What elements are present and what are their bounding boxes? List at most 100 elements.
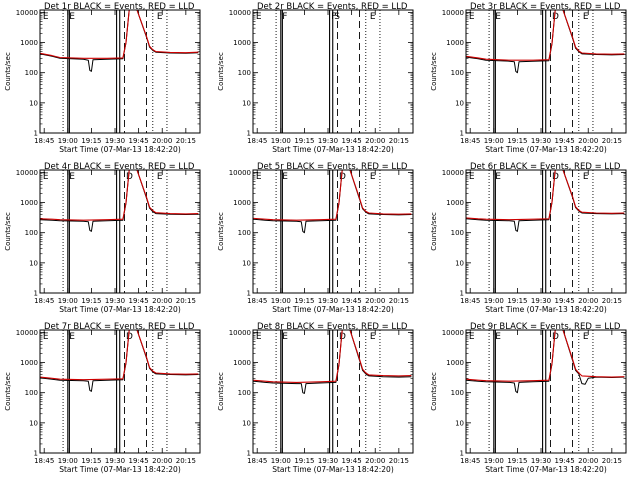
x-tick-label: 19:15 [81, 457, 101, 465]
y-tick-label: 1 [34, 130, 38, 138]
x-tick-label: 20:15 [602, 137, 622, 145]
detector-panel-3: Det 3r BLACK = Events, RED = LLD Counts/s… [430, 2, 627, 154]
y-axis-label: Counts/sec [217, 372, 225, 411]
plot-frame [252, 169, 414, 294]
x-tick-label: 19:15 [507, 137, 527, 145]
x-tick-label: 20:00 [578, 137, 598, 145]
y-tick-label: 1 [460, 290, 464, 298]
x-tick-label: 19:00 [58, 457, 78, 465]
x-tick-label: 19:30 [318, 297, 338, 305]
y-tick-label: 1000 [20, 39, 38, 47]
x-tick-label: 18:45 [460, 137, 480, 145]
x-tick-label: 20:00 [152, 297, 172, 305]
y-tick-label: 1 [460, 450, 464, 458]
time-marker-label: E [495, 172, 501, 182]
x-axis-label: Start Time (07-Mar-13 18:42:20) [272, 145, 394, 154]
y-tick-label: 1 [247, 290, 251, 298]
y-axis-ticks: 1 10 100 1000 10000 [442, 169, 626, 298]
region-label: E [256, 12, 262, 22]
y-tick-label: 1 [460, 130, 464, 138]
x-tick-label: 19:45 [555, 297, 575, 305]
y-tick-label: 10 [455, 259, 464, 267]
region-label: E [469, 172, 475, 182]
x-tick-label: 19:30 [531, 137, 551, 145]
y-tick-label: 1 [247, 450, 251, 458]
region-label: E [256, 172, 262, 182]
x-axis-label: Start Time (07-Mar-13 18:42:20) [485, 145, 607, 154]
y-tick-label: 100 [25, 229, 38, 237]
y-tick-label: 100 [238, 69, 251, 77]
x-tick-label: 20:15 [389, 297, 409, 305]
lld-rate-line [40, 170, 199, 221]
y-tick-label: 100 [25, 389, 38, 397]
x-tick-label: 19:45 [555, 137, 575, 145]
x-axis-ticks: 18:45 19:00 19:15 19:30 19:45 20:00 20:15 [247, 10, 409, 145]
detector-panel-1: Det 1r BLACK = Events, RED = LLD Counts/s… [4, 2, 201, 154]
x-tick-label: 19:00 [484, 137, 504, 145]
lld-rate-line [466, 170, 625, 221]
x-tick-label: 20:15 [176, 137, 196, 145]
plot-frame [39, 9, 201, 134]
y-tick-label: 100 [451, 389, 464, 397]
data-series [253, 170, 412, 234]
time-marker-label: E [282, 332, 288, 342]
region-label: E [370, 172, 376, 182]
x-tick-label: 19:45 [129, 457, 149, 465]
detector-panel-5: Det 5r BLACK = Events, RED = LLD Counts/s… [217, 162, 414, 314]
y-tick-label: 10 [242, 259, 251, 267]
x-tick-label: 20:15 [602, 297, 622, 305]
detector-panel-6: Det 6r BLACK = Events, RED = LLD Counts/s… [430, 162, 627, 314]
x-axis-label: Start Time (07-Mar-13 18:42:20) [485, 465, 607, 474]
y-tick-label: 10 [242, 99, 251, 107]
x-tick-label: 19:45 [555, 457, 575, 465]
x-tick-label: 19:00 [484, 297, 504, 305]
x-axis-label: Start Time (07-Mar-13 18:42:20) [59, 305, 181, 314]
detector-panel-8: Det 8r BLACK = Events, RED = LLD Counts/s… [217, 322, 414, 474]
x-tick-label: 19:15 [294, 457, 314, 465]
x-tick-label: 19:00 [58, 137, 78, 145]
y-axis-label: Counts/sec [4, 212, 12, 251]
x-tick-label: 19:00 [271, 137, 291, 145]
y-axis-label: Counts/sec [217, 212, 225, 251]
x-tick-label: 18:45 [34, 137, 54, 145]
x-tick-label: 19:00 [58, 297, 78, 305]
x-axis-label: Start Time (07-Mar-13 18:42:20) [272, 305, 394, 314]
lld-rate-line [253, 330, 412, 383]
time-marker-label: S [334, 12, 340, 22]
y-axis-label: Counts/sec [4, 372, 12, 411]
panel-title: Det 7r BLACK = Events, RED = LLD [44, 322, 195, 332]
time-marker-label: D [126, 332, 133, 342]
x-tick-label: 19:30 [318, 137, 338, 145]
y-tick-label: 10 [455, 419, 464, 427]
y-tick-label: 1000 [20, 359, 38, 367]
x-axis-label: Start Time (07-Mar-13 18:42:20) [59, 465, 181, 474]
y-axis-label: Counts/sec [430, 372, 438, 411]
time-markers [275, 170, 381, 293]
panel-title: Det 2r BLACK = Events, RED = LLD [257, 2, 408, 12]
detector-panel-4: Det 4r BLACK = Events, RED = LLD Counts/s… [4, 162, 201, 314]
region-label: E [157, 172, 163, 182]
time-markers [62, 170, 168, 293]
time-marker-label: E [282, 172, 288, 182]
y-tick-label: 100 [451, 229, 464, 237]
y-tick-label: 1000 [446, 199, 464, 207]
x-tick-label: 18:45 [34, 457, 54, 465]
y-tick-label: 1000 [233, 199, 251, 207]
panel-title: Det 1r BLACK = Events, RED = LLD [44, 2, 195, 12]
time-markers [275, 10, 381, 133]
y-tick-label: 10000 [442, 9, 464, 17]
y-tick-label: 1000 [233, 39, 251, 47]
x-tick-label: 19:30 [318, 457, 338, 465]
time-marker-label: E [495, 332, 501, 342]
plot-frame [39, 169, 201, 294]
x-tick-label: 19:30 [105, 457, 125, 465]
plot-frame [39, 329, 201, 454]
y-tick-label: 100 [238, 389, 251, 397]
region-label: E [43, 332, 49, 342]
y-tick-label: 1000 [446, 39, 464, 47]
y-tick-label: 100 [238, 229, 251, 237]
x-axis-label: Start Time (07-Mar-13 18:42:20) [59, 145, 181, 154]
time-marker-label: D [552, 172, 559, 182]
